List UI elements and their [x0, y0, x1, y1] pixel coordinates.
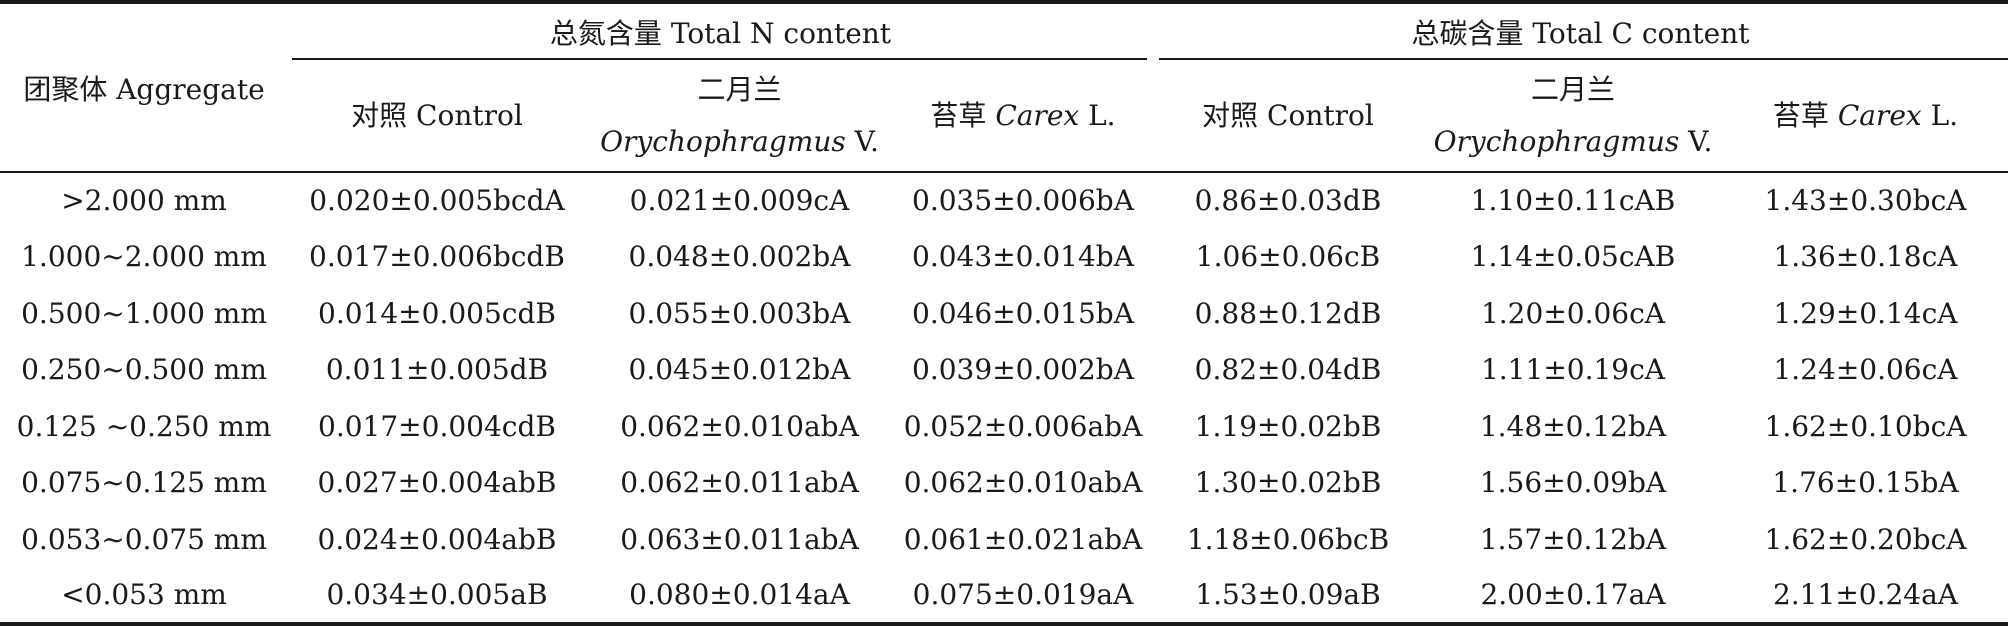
total-n-underline — [292, 58, 1147, 60]
c-orycho-cell: 1.20±0.06cA — [1480, 296, 1666, 330]
total-c-header: 总碳含量 Total C content — [1153, 0, 2008, 60]
c-orycho-latin: Orychophragmus V. — [1433, 124, 1713, 158]
total-c-underline — [1159, 58, 2008, 60]
aggregate-size-cell: 0.125 ~0.250 mm — [16, 409, 272, 443]
n-carex-cell: 0.062±0.010abA — [903, 466, 1143, 500]
n-carex-cell: 0.052±0.006abA — [903, 409, 1143, 443]
c-control-cell: 1.18±0.06bcB — [1186, 522, 1390, 556]
aggregate-size-cell: 0.053~0.075 mm — [21, 522, 267, 556]
aggregate-size-cell: 1.000~2.000 mm — [21, 240, 267, 274]
table-row: 1.000~2.000 mm 0.017±0.006bcdB 0.048±0.0… — [0, 229, 2008, 286]
table-row: 0.075~0.125 mm 0.027±0.004abB 0.062±0.01… — [0, 455, 2008, 512]
c-control-cell: 0.86±0.03dB — [1194, 184, 1382, 218]
c-orycho-cell: 1.57±0.12bA — [1479, 522, 1667, 556]
n-carex-cell: 0.075±0.019aA — [893, 567, 1153, 626]
c-control-cell: 1.06±0.06cB — [1195, 240, 1381, 274]
n-orycho-cell: 0.063±0.011abA — [620, 522, 859, 556]
n-orycho-latin: Orychophragmus V. — [600, 124, 879, 158]
aggregate-size-cell: 0.250~0.500 mm — [21, 353, 267, 387]
c-carex-cell: 1.76±0.15bA — [1772, 466, 1959, 500]
total-c-label: 总碳含量 Total C content — [1411, 17, 1750, 50]
c-orycho-cell: 1.56±0.09bA — [1479, 466, 1667, 500]
c-orycho-cell: 1.11±0.19cA — [1480, 353, 1666, 387]
c-control-header: 对照 Control — [1153, 60, 1423, 173]
n-carex-cell: 0.061±0.021abA — [903, 522, 1143, 556]
c-control-cell: 0.82±0.04dB — [1194, 353, 1382, 387]
table-row: <0.053 mm 0.034±0.005aB 0.080±0.014aA 0.… — [0, 567, 2008, 626]
c-orycho-header: 二月兰 Orychophragmus V. — [1423, 60, 1723, 173]
c-carex-cell: 1.43±0.30bcA — [1764, 184, 1967, 218]
total-n-label: 总氮含量 Total N content — [549, 17, 892, 50]
n-control-cell: 0.024±0.004abB — [317, 522, 557, 556]
n-orycho-cell: 0.045±0.012bA — [628, 353, 851, 387]
n-orycho-cell: 0.080±0.014aA — [586, 567, 893, 626]
n-carex-cell: 0.046±0.015bA — [912, 296, 1134, 330]
c-carex-cell: 2.11±0.24aA — [1723, 567, 2008, 626]
aggregate-size-cell: <0.053 mm — [0, 567, 288, 626]
n-orycho-cell: 0.055±0.003bA — [628, 296, 851, 330]
n-control-cell: 0.014±0.005cdB — [318, 296, 556, 330]
n-control-cell: 0.027±0.004abB — [317, 466, 557, 500]
c-control-cell: 0.88±0.12dB — [1194, 296, 1382, 330]
aggregate-size-cell: 0.500~1.000 mm — [21, 296, 267, 330]
c-control-cell: 1.53±0.09aB — [1153, 567, 1423, 626]
n-control-cell: 0.011±0.005dB — [325, 353, 549, 387]
n-control-header: 对照 Control — [288, 60, 586, 173]
c-carex-cell: 1.62±0.20bcA — [1764, 522, 1967, 556]
n-orycho-header: 二月兰 Orychophragmus V. — [586, 60, 893, 173]
c-orycho-cell: 2.00±0.17aA — [1423, 567, 1723, 626]
total-n-header: 总氮含量 Total N content — [288, 0, 1153, 60]
n-orycho-cell: 0.062±0.010abA — [620, 409, 859, 443]
n-control-cell: 0.034±0.005aB — [288, 567, 586, 626]
aggregate-size-cell: 0.075~0.125 mm — [21, 466, 267, 500]
n-carex-cell: 0.039±0.002bA — [912, 353, 1134, 387]
table-row: 0.125 ~0.250 mm 0.017±0.004cdB 0.062±0.0… — [0, 398, 2008, 455]
aggregate-header: 团聚体 Aggregate — [0, 0, 288, 173]
table-row: >2.000 mm 0.020±0.005bcdA 0.021±0.009cA … — [0, 172, 2008, 229]
table-row: 0.053~0.075 mm 0.024±0.004abB 0.063±0.01… — [0, 511, 2008, 568]
n-carex-cell: 0.043±0.014bA — [912, 240, 1134, 274]
n-control-cell: 0.017±0.006bcdB — [309, 240, 565, 274]
n-orycho-cell: 0.048±0.002bA — [628, 240, 851, 274]
n-control-cell: 0.020±0.005bcdA — [309, 184, 565, 218]
n-orycho-cn: 二月兰 — [697, 72, 782, 106]
c-carex-cell: 1.24±0.06cA — [1773, 353, 1958, 387]
table-row: 0.500~1.000 mm 0.014±0.005cdB 0.055±0.00… — [0, 285, 2008, 342]
c-carex-cell: 1.62±0.10bcA — [1764, 409, 1967, 443]
c-orycho-cn: 二月兰 — [1530, 72, 1615, 106]
n-control-cell: 0.017±0.004cdB — [318, 409, 556, 443]
n-carex-header: 苔草 Carex L. — [893, 60, 1153, 173]
n-orycho-cell: 0.062±0.011abA — [620, 466, 859, 500]
n-orycho-cell: 0.021±0.009cA — [629, 184, 850, 218]
c-orycho-cell: 1.10±0.11cAB — [1470, 184, 1676, 218]
c-orycho-cell: 1.48±0.12bA — [1479, 409, 1667, 443]
c-carex-cell: 1.29±0.14cA — [1773, 296, 1958, 330]
c-carex-cell: 1.36±0.18cA — [1773, 240, 1958, 274]
c-control-cell: 1.30±0.02bB — [1194, 466, 1382, 500]
c-control-cell: 1.19±0.02bB — [1194, 409, 1382, 443]
n-carex-cell: 0.035±0.006bA — [912, 184, 1134, 218]
c-orycho-cell: 1.14±0.05cAB — [1470, 240, 1676, 274]
aggregate-size-cell: >2.000 mm — [61, 184, 227, 218]
c-carex-header: 苔草 Carex L. — [1723, 60, 2008, 173]
table-row: 0.250~0.500 mm 0.011±0.005dB 0.045±0.012… — [0, 342, 2008, 399]
